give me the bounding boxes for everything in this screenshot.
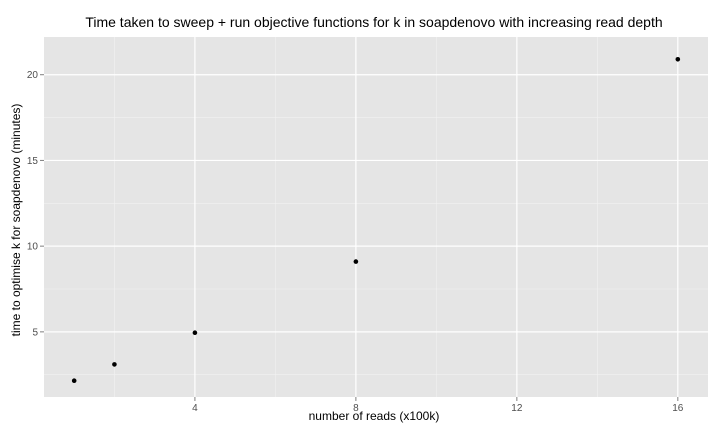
x-tick-label: 16 xyxy=(672,403,684,414)
axis-ticks: 4 8 12 16 5 10 15 20 xyxy=(27,70,684,414)
data-points xyxy=(71,56,681,384)
x-tick-label: 4 xyxy=(192,403,198,414)
x-axis-title: number of reads (x100k) xyxy=(309,409,440,423)
y-tick-label: 20 xyxy=(27,70,39,81)
y-tick-label: 15 xyxy=(27,156,39,167)
y-tick-label: 10 xyxy=(27,242,39,253)
data-point xyxy=(192,330,198,336)
plot-panel xyxy=(44,37,708,397)
chart-title: Time taken to sweep + run objective func… xyxy=(85,14,662,30)
grid-lines xyxy=(44,37,708,397)
y-tick-label: 5 xyxy=(32,327,38,338)
data-point xyxy=(71,378,77,384)
x-tick-label: 12 xyxy=(511,403,523,414)
data-point xyxy=(112,362,117,367)
y-axis-title: time to optimise k for soapdenovo (minut… xyxy=(9,104,23,337)
data-point xyxy=(353,259,359,264)
x-tick-label: 8 xyxy=(353,403,359,414)
data-point xyxy=(675,56,681,62)
